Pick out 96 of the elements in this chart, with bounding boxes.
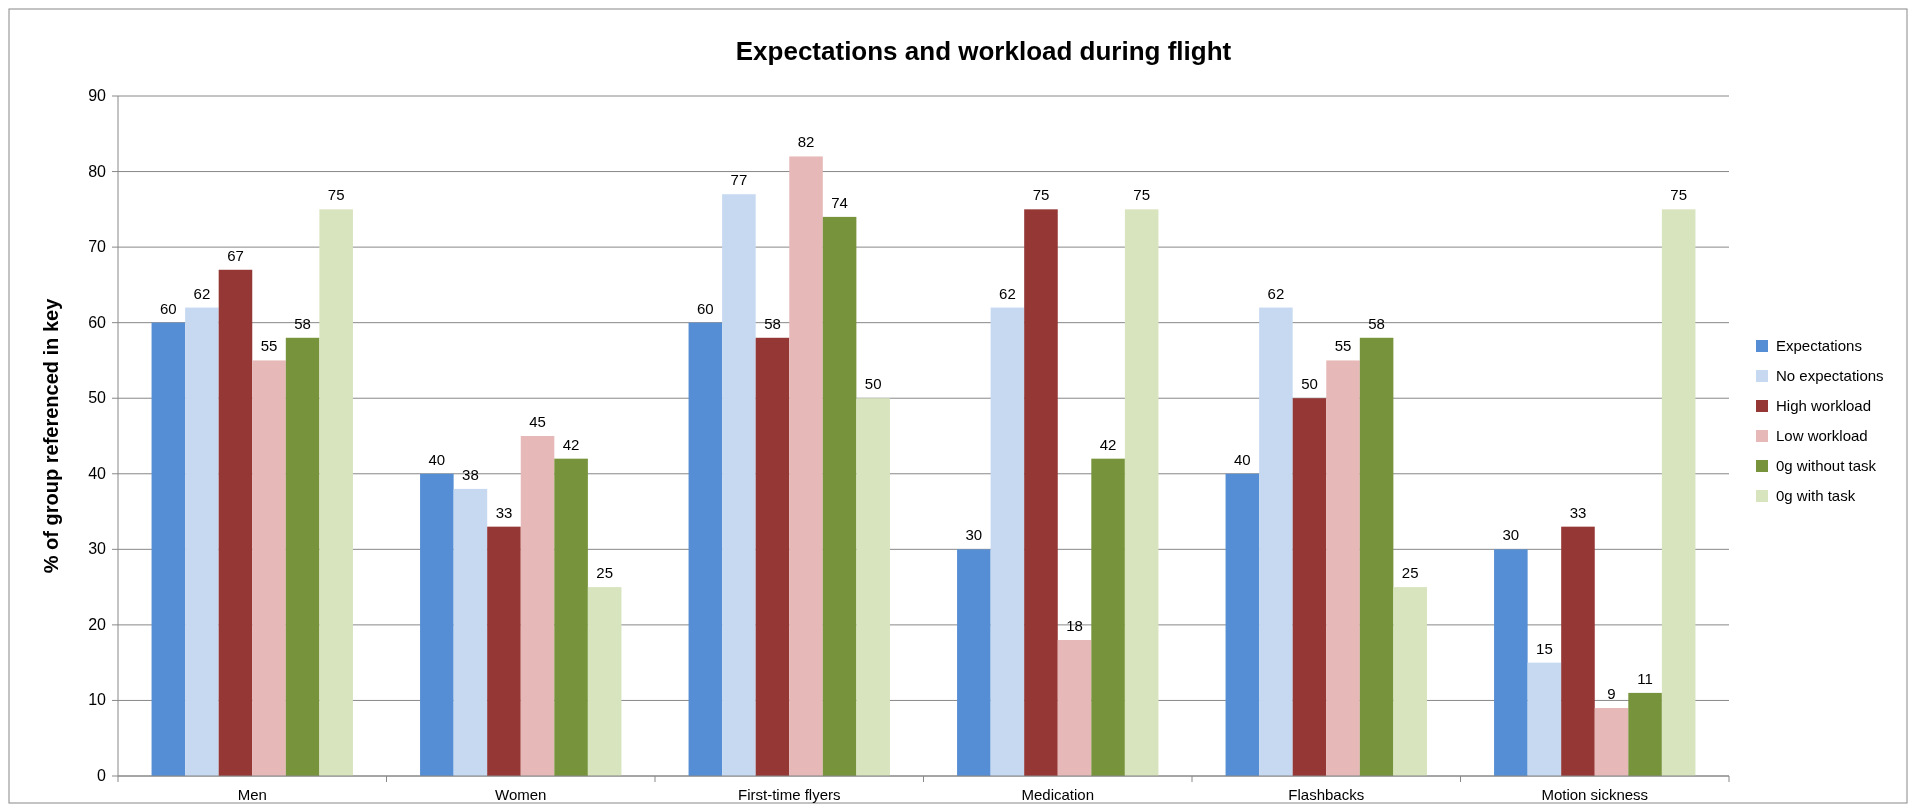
bar — [1326, 360, 1360, 776]
data-label: 33 — [495, 503, 513, 521]
data-label: 38 — [462, 465, 479, 483]
data-label: 18 — [1066, 617, 1083, 634]
bar — [789, 156, 823, 776]
bar — [252, 360, 286, 776]
bar — [453, 488, 488, 776]
data-label: 42 — [562, 435, 580, 453]
data-label: 58 — [764, 314, 781, 332]
y-tick-label: 60 — [88, 313, 107, 331]
bar — [587, 587, 622, 776]
data-label: 77 — [730, 171, 748, 189]
data-label: 30 — [1502, 526, 1520, 544]
y-tick-label: 10 — [88, 691, 107, 709]
y-tick-label: 70 — [88, 238, 107, 256]
y-tick-label: 30 — [88, 540, 107, 558]
bar — [957, 549, 991, 776]
x-tick-label: Motion sickness — [1541, 786, 1649, 803]
data-label: 62 — [999, 284, 1016, 302]
y-tick-label: 40 — [88, 464, 107, 482]
data-label: 55 — [1334, 337, 1352, 355]
bar — [487, 526, 521, 776]
bar — [1527, 662, 1562, 776]
legend-label: High workload — [1776, 397, 1872, 414]
bar — [1494, 549, 1528, 776]
x-tick-label: First-time flyers — [738, 786, 841, 803]
data-label: 9 — [1607, 685, 1616, 702]
bar — [420, 473, 454, 776]
data-label: 25 — [596, 564, 613, 582]
legend-label: 0g with task — [1776, 487, 1856, 504]
bar — [1393, 587, 1427, 776]
bar — [1359, 337, 1394, 776]
bar — [822, 216, 857, 776]
data-label: 55 — [260, 337, 278, 355]
y-tick-label: 50 — [88, 389, 107, 407]
y-tick-label: 20 — [88, 615, 107, 633]
bar — [151, 322, 186, 776]
x-tick-label: Women — [495, 786, 547, 803]
bar — [1024, 209, 1058, 776]
bar — [319, 209, 353, 776]
data-label: 75 — [1670, 186, 1687, 204]
data-label: 40 — [1234, 450, 1251, 468]
data-label: 82 — [797, 133, 815, 151]
bar — [1661, 209, 1696, 776]
data-label: 11 — [1637, 669, 1653, 687]
bar — [856, 398, 890, 776]
data-label: 67 — [227, 246, 244, 264]
bar — [1057, 640, 1092, 776]
x-tick-label: Flashbacks — [1288, 786, 1365, 803]
bar — [990, 307, 1025, 776]
bar — [755, 337, 790, 776]
x-tick-label: Medication — [1021, 786, 1095, 803]
data-label: 50 — [1301, 375, 1318, 393]
bar — [1628, 692, 1662, 776]
bar — [185, 307, 219, 776]
bar — [1124, 209, 1159, 776]
legend-label: No expectations — [1776, 367, 1884, 384]
y-tick-label: 90 — [88, 87, 107, 104]
chart-title: Expectations and workload during flight — [735, 36, 1232, 66]
bar — [1259, 307, 1293, 776]
y-axis-title: % of group referenced in key — [40, 297, 62, 574]
data-label: 58 — [1368, 314, 1385, 332]
data-label: 60 — [160, 299, 177, 317]
bar — [285, 337, 320, 776]
bar — [554, 458, 588, 776]
bar — [1225, 473, 1260, 776]
x-tick-label: Men — [237, 786, 267, 803]
data-label: 60 — [697, 299, 714, 317]
bar — [1561, 526, 1595, 776]
y-tick-label: 0 — [97, 767, 107, 784]
bar — [722, 194, 756, 776]
legend-label: Expectations — [1776, 337, 1862, 354]
bar — [688, 322, 723, 776]
bar — [1594, 708, 1629, 776]
data-label: 40 — [428, 450, 446, 468]
bar — [1091, 458, 1125, 776]
y-tick-label: 80 — [88, 162, 107, 180]
data-label: 75 — [1133, 186, 1150, 204]
data-label: 15 — [1536, 639, 1553, 657]
data-label: 62 — [1267, 284, 1285, 302]
data-label: 62 — [193, 284, 211, 302]
legend-label: Low workload — [1776, 427, 1868, 444]
bar — [520, 436, 555, 776]
data-label: 45 — [529, 413, 546, 430]
data-label: 75 — [1032, 186, 1050, 204]
data-label: 30 — [965, 526, 983, 544]
data-label: 75 — [327, 186, 345, 204]
data-label: 33 — [1569, 503, 1587, 521]
data-label: 42 — [1099, 435, 1117, 453]
data-label: 58 — [294, 314, 311, 332]
bar — [1292, 398, 1327, 776]
legend-label: 0g without task — [1776, 457, 1877, 474]
bar — [218, 269, 253, 776]
data-label: 50 — [864, 375, 882, 393]
data-label: 74 — [831, 193, 848, 211]
data-label: 25 — [1401, 564, 1419, 582]
